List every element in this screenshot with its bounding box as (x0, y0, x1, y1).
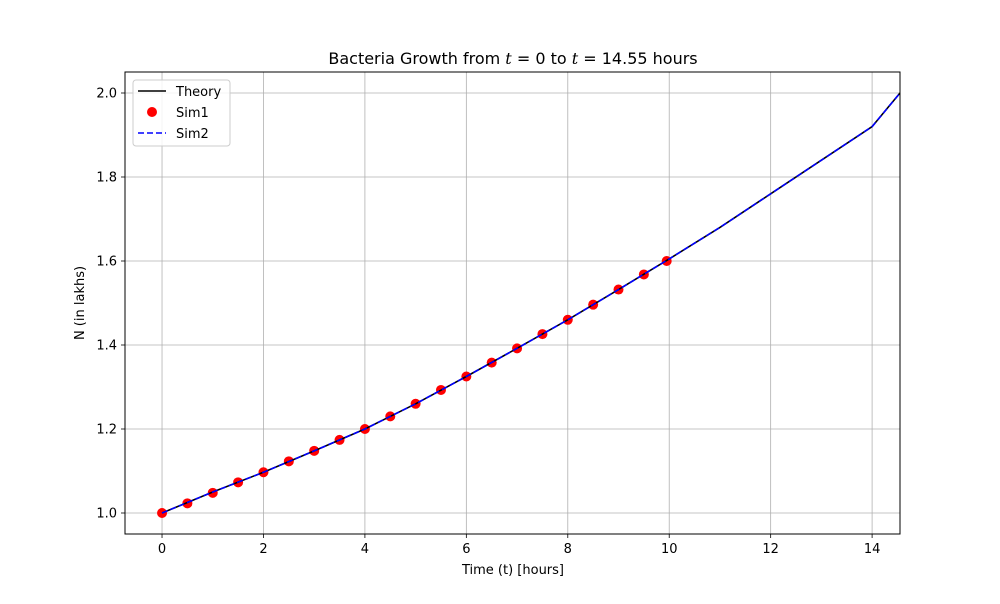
x-axis-label: Time (t) [hours] (461, 563, 564, 578)
x-tick-label: 10 (661, 542, 678, 557)
theory-line (161, 92, 901, 514)
legend-label: Theory (175, 85, 221, 100)
tick-layer: 0 2 4 6 8 10 12 14 1.0 1.2 1.4 1.6 1.8 2.0 (96, 87, 880, 558)
x-tick-label: 0 (158, 542, 166, 557)
y-tick-label: 1.4 (96, 339, 117, 354)
y-tick-label: 1.2 (96, 423, 117, 438)
y-tick-label: 1.8 (96, 171, 117, 186)
y-tick-label: 1.6 (96, 255, 117, 270)
x-tick-label: 8 (564, 542, 572, 557)
grid-layer (125, 72, 900, 534)
plot-frame (124, 71, 901, 535)
chart-title: Bacteria Growth from t = 0 to t = 14.55 … (328, 49, 697, 68)
legend: Theory Sim1 Sim2 (132, 79, 231, 147)
y-tick-label: 2.0 (96, 87, 117, 102)
sim2-line (161, 92, 901, 514)
legend-marker-sim1 (147, 107, 157, 117)
legend-label: Sim1 (176, 106, 209, 121)
x-tick-label: 6 (462, 542, 470, 557)
series-layer (157, 92, 901, 518)
x-tick-label: 12 (762, 542, 779, 557)
sim1-point (157, 508, 168, 518)
y-tick-label: 1.0 (96, 507, 117, 522)
x-tick-label: 4 (361, 542, 369, 557)
x-tick-label: 2 (259, 542, 267, 557)
x-tick-label: 14 (864, 542, 881, 557)
legend-label: Sim2 (176, 127, 209, 142)
legend-box (132, 79, 231, 147)
y-axis-label: N (in lakhs) (73, 266, 88, 340)
